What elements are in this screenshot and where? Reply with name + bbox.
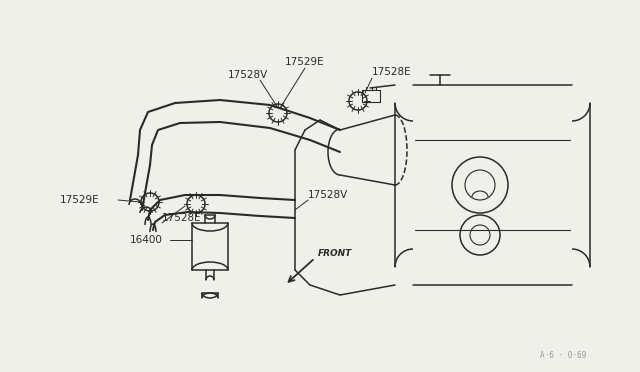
Text: 17529E: 17529E	[285, 57, 324, 67]
Text: FRONT: FRONT	[318, 248, 352, 257]
Text: 17528V: 17528V	[228, 70, 268, 80]
Text: 17528E: 17528E	[162, 213, 202, 223]
Text: 17528V: 17528V	[308, 190, 348, 200]
Text: 17529E: 17529E	[60, 195, 100, 205]
Text: A·6 · 0·69: A·6 · 0·69	[540, 351, 586, 360]
Text: 16400: 16400	[130, 235, 163, 245]
Text: 17528E: 17528E	[372, 67, 412, 77]
